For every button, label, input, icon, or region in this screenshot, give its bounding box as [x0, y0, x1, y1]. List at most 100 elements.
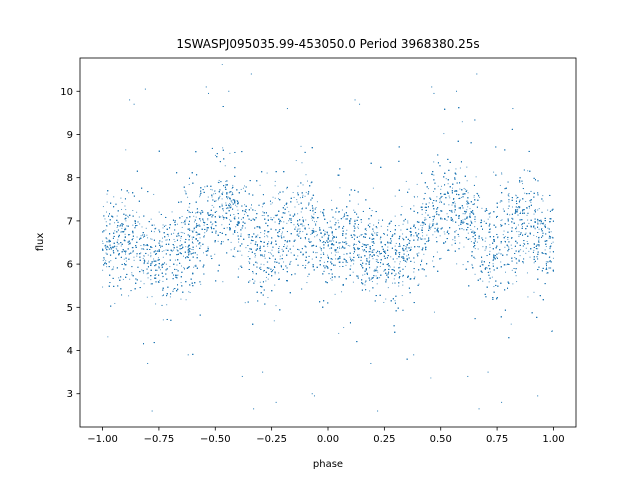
data-point	[428, 202, 430, 204]
data-point	[510, 238, 512, 239]
data-point	[376, 269, 378, 271]
data-point	[298, 249, 300, 251]
data-point	[375, 258, 377, 260]
data-point	[520, 249, 522, 251]
data-point	[256, 248, 258, 250]
data-point	[481, 264, 483, 266]
data-point	[232, 233, 234, 235]
data-point	[263, 264, 265, 266]
data-point	[365, 227, 367, 229]
data-point	[274, 221, 276, 223]
data-point	[526, 241, 528, 242]
data-point	[399, 235, 401, 237]
data-point	[207, 246, 209, 248]
data-point	[375, 232, 377, 234]
data-point	[429, 228, 431, 230]
data-point	[537, 240, 539, 242]
data-point	[462, 221, 464, 223]
data-point	[337, 219, 339, 221]
data-point	[140, 248, 142, 250]
data-point	[375, 275, 377, 277]
data-point	[434, 231, 436, 233]
data-point	[106, 245, 108, 247]
data-point	[155, 273, 157, 275]
data-point	[123, 258, 125, 260]
data-point	[156, 269, 158, 271]
data-point	[530, 191, 532, 192]
data-point	[407, 222, 409, 224]
data-point	[136, 255, 138, 257]
data-point	[508, 263, 510, 265]
data-point	[195, 216, 197, 218]
data-point	[377, 232, 379, 234]
data-point	[364, 273, 366, 275]
data-point	[537, 221, 539, 223]
data-point	[473, 196, 475, 198]
data-point	[515, 275, 517, 277]
data-point	[400, 229, 402, 231]
data-point	[549, 261, 551, 263]
data-point	[129, 234, 131, 236]
data-point	[406, 250, 408, 252]
data-point	[439, 235, 441, 237]
data-point	[355, 244, 357, 246]
data-point	[544, 225, 546, 227]
data-point	[171, 211, 173, 213]
data-point	[491, 276, 493, 278]
data-point	[511, 248, 513, 250]
data-point	[383, 301, 385, 303]
data-point	[507, 245, 509, 247]
data-point	[454, 203, 456, 205]
data-point	[422, 225, 424, 227]
data-point	[414, 276, 416, 278]
data-point	[551, 242, 553, 244]
data-point	[280, 221, 282, 223]
data-point	[260, 266, 262, 268]
data-point	[322, 252, 324, 254]
data-point	[297, 255, 299, 257]
data-point	[150, 279, 152, 281]
data-point	[466, 200, 468, 202]
data-point	[375, 268, 377, 270]
data-point	[334, 277, 336, 279]
data-point	[537, 248, 539, 250]
data-point	[439, 196, 441, 198]
data-point	[321, 241, 323, 243]
data-point	[474, 248, 476, 250]
data-point	[492, 260, 494, 262]
data-point	[255, 255, 257, 257]
data-point	[466, 189, 468, 191]
data-point	[128, 295, 130, 297]
data-point	[533, 291, 535, 293]
data-point	[339, 187, 341, 189]
data-point	[345, 261, 347, 263]
data-point	[534, 228, 536, 230]
data-point	[466, 166, 468, 168]
data-point	[176, 254, 177, 256]
data-point	[372, 187, 374, 189]
data-point	[522, 226, 523, 228]
data-point	[416, 233, 418, 235]
data-point	[525, 252, 527, 254]
data-point	[413, 277, 415, 279]
data-point	[318, 217, 320, 219]
data-point	[221, 224, 223, 226]
data-point	[410, 246, 412, 248]
data-point	[368, 251, 370, 253]
data-point	[311, 215, 313, 217]
data-point	[294, 214, 296, 216]
data-point	[324, 231, 326, 233]
data-point	[402, 233, 404, 235]
data-point	[413, 195, 415, 197]
data-point	[290, 218, 292, 219]
data-point	[533, 234, 535, 236]
data-point	[218, 197, 220, 199]
data-point	[180, 222, 182, 224]
data-point	[413, 205, 415, 207]
data-point	[436, 196, 438, 198]
data-point	[145, 227, 147, 229]
data-point	[319, 246, 321, 248]
data-point	[162, 227, 164, 229]
data-point	[380, 225, 382, 227]
data-point	[398, 285, 400, 287]
